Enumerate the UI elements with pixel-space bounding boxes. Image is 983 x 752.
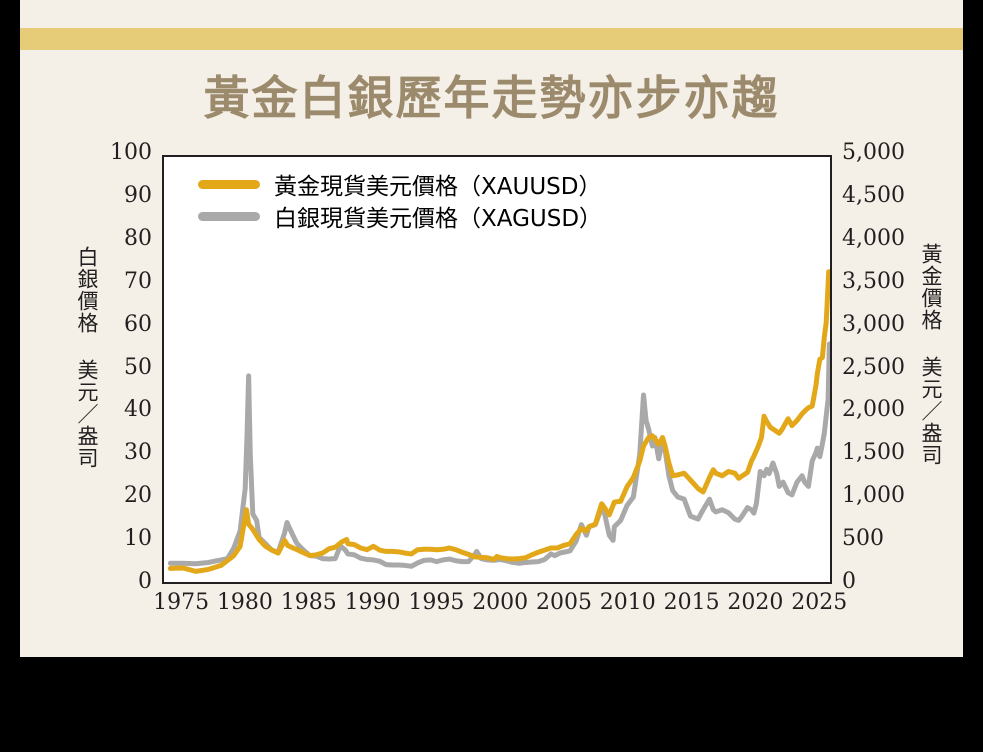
x-axis-tick: 2000 — [472, 590, 529, 615]
right-axis-tick: 4,000 — [842, 225, 905, 251]
right-axis-tick: 5,000 — [842, 140, 905, 165]
right-axis-tick-group: 5,000 4,500 4,000 3,500 3,000 2,500 2,000 1,500… — [842, 0, 932, 752]
x-axis-tick: 2020 — [727, 590, 784, 615]
legend-item-gold: 黃金現貨美元價格（XAUUSD） — [198, 170, 602, 200]
left-axis-tick: 30 — [124, 440, 152, 466]
x-axis-tick: 1975 — [153, 590, 210, 615]
x-axis-tick: 2025 — [791, 590, 848, 615]
left-axis-tick: 10 — [124, 526, 152, 552]
legend-label-gold: 黃金現貨美元價格（XAUUSD） — [274, 174, 602, 200]
x-axis-tick: 1995 — [408, 590, 465, 615]
chart-svg — [164, 157, 830, 582]
left-axis-title: 白銀價格 美元／盎司 — [75, 246, 99, 469]
legend-item-silver: 白銀現貨美元價格（XAGUSD） — [198, 202, 603, 232]
right-axis-tick: 3,500 — [842, 268, 905, 294]
chart-legend: 黃金現貨美元價格（XAUUSD） 白銀現貨美元價格（XAGUSD） — [198, 170, 602, 234]
legend-swatch-silver — [198, 211, 260, 221]
x-axis-tick: 1985 — [280, 590, 337, 615]
right-axis-tick: 2,000 — [842, 397, 905, 423]
right-axis-tick: 0 — [842, 569, 856, 594]
right-axis-tick: 3,000 — [842, 311, 905, 337]
accent-top-bar — [20, 28, 963, 50]
legend-swatch-gold — [198, 179, 260, 189]
right-axis-tick: 1,000 — [842, 483, 905, 509]
left-axis-tick: 100 — [110, 140, 152, 165]
x-axis-tick: 1990 — [344, 590, 401, 615]
slide-canvas: 黃金白銀歷年走勢亦步亦趨 100 90 80 70 60 50 40 30 20 10 0 5,00… — [20, 0, 963, 657]
right-axis-tick: 500 — [842, 526, 884, 552]
right-axis-tick: 1,500 — [842, 440, 905, 466]
legend-label-silver: 白銀現貨美元價格（XAGUSD） — [274, 206, 603, 232]
right-axis-tick: 2,500 — [842, 354, 905, 380]
left-axis-tick: 80 — [124, 225, 152, 251]
left-axis-tick: 0 — [138, 569, 152, 594]
page-title: 黃金白銀歷年走勢亦步亦趨 — [203, 71, 780, 125]
right-axis-tick: 4,500 — [842, 182, 905, 208]
x-axis-tick: 2005 — [536, 590, 592, 615]
right-axis-title: 黃金價格 美元／盎司 — [919, 243, 943, 466]
left-axis-tick: 50 — [124, 354, 152, 380]
series-line-silver — [170, 344, 829, 566]
x-axis-tick: 2015 — [663, 590, 720, 615]
chart-plot-area — [162, 155, 832, 584]
left-axis-tick: 40 — [124, 397, 152, 423]
x-axis-tick: 1980 — [216, 590, 273, 615]
series-line-gold — [170, 272, 828, 572]
left-axis-tick: 60 — [124, 311, 152, 337]
left-axis-tick: 90 — [124, 182, 152, 208]
x-axis-tick: 2010 — [599, 590, 656, 615]
left-axis-tick-group: 100 90 80 70 60 50 40 30 20 10 0 — [80, 0, 152, 752]
left-axis-tick: 20 — [124, 483, 152, 509]
x-axis-tick-group: 1975 1980 1985 1990 1995 2000 2005 2010 2015 2020… — [153, 590, 847, 624]
left-axis-tick: 70 — [124, 268, 152, 294]
